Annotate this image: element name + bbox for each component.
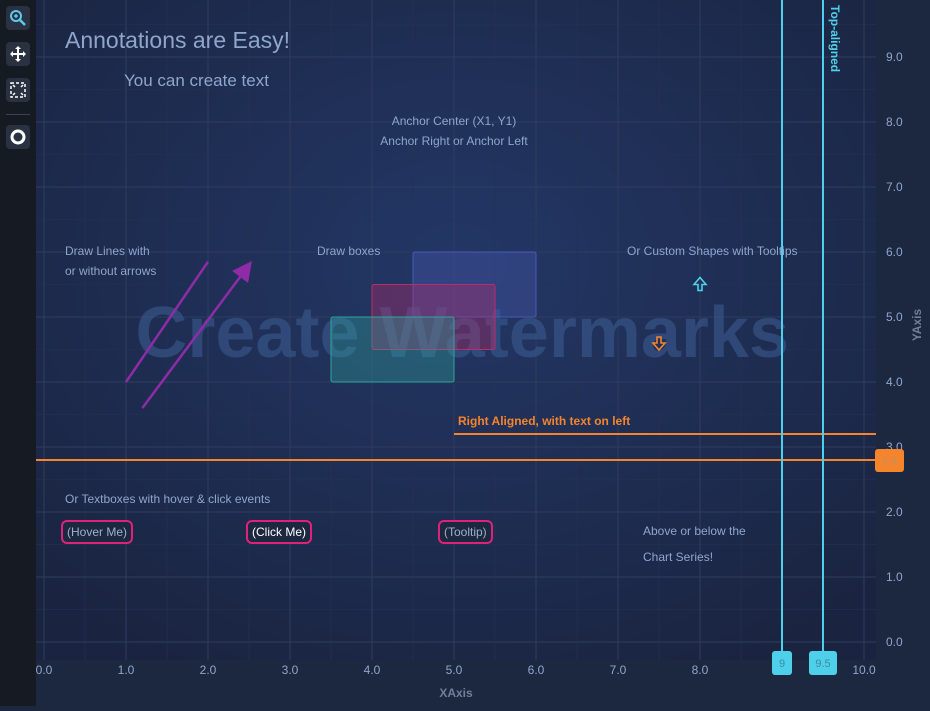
y-axis: 0.01.02.03.04.05.06.07.08.09.010.0 [886, 50, 903, 649]
chart-svg: Create Watermarks Annotations are Easy! … [36, 0, 924, 700]
watermark: Create Watermarks [135, 293, 789, 373]
toolbar [0, 0, 36, 706]
x-tick-label: 5.0 [446, 663, 463, 677]
y-tick-label: 8.0 [886, 115, 903, 129]
arrow-line-annotation [141, 260, 252, 409]
x-tick-label: 0.0 [36, 663, 53, 677]
x-tick-label: 4.0 [364, 663, 381, 677]
custom-shapes-text: Or Custom Shapes with Tooltips [627, 244, 798, 258]
chart-title: Annotations are Easy! [65, 27, 290, 53]
box-annotation [330, 316, 455, 383]
arrow-down-icon[interactable] [651, 336, 667, 352]
hover-me-textbox[interactable]: (Hover Me) [61, 520, 134, 544]
arrows-text: or without arrows [65, 264, 156, 278]
x-tick-label: 2.0 [200, 663, 217, 677]
y-tick-label: 6.0 [886, 245, 903, 259]
x-tick-label: 10.0 [852, 663, 876, 677]
x-tick-label: 7.0 [610, 663, 627, 677]
y-tick-label: 7.0 [886, 180, 903, 194]
x-tick-label: 3.0 [282, 663, 299, 677]
chart-plot: Create Watermarks Annotations are Easy! … [36, 0, 930, 706]
horizontal-line-value-badge-bg [875, 449, 904, 472]
vertical-line-9-badge-bg [772, 651, 792, 675]
anchor-right-left-text: Anchor Right or Anchor Left [380, 134, 528, 148]
textboxes-text: Or Textboxes with hover & click events [65, 492, 270, 506]
line-annotation [124, 261, 210, 383]
draw-boxes-text: Draw boxes [317, 244, 380, 258]
vertical-line-9-5-badge-bg [809, 651, 837, 675]
y-tick-label: 9.0 [886, 50, 903, 64]
x-tick-label: 8.0 [692, 663, 709, 677]
tooltip-textbox[interactable]: (Tooltip) [438, 520, 493, 544]
pan-icon[interactable] [6, 42, 30, 66]
x-tick-label: 1.0 [118, 663, 135, 677]
theme-icon[interactable] [6, 125, 30, 149]
arrow-up-icon[interactable] [692, 276, 708, 292]
y-tick-label: 1.0 [886, 570, 903, 584]
x-axis-title: XAxis [439, 686, 473, 700]
x-tick-label: 6.0 [528, 663, 545, 677]
chart-series-text: Chart Series! [643, 550, 713, 564]
x-axis: 0.01.02.03.04.05.06.07.08.09.010.0 [36, 663, 876, 677]
y-tick-label: 2.0 [886, 505, 903, 519]
y-axis-title: YAxis [910, 309, 924, 342]
anchor-center-text: Anchor Center (X1, Y1) [392, 114, 517, 128]
draw-lines-text: Draw Lines with [65, 244, 150, 258]
vertical-line-9-5-badge: 9.5 [815, 658, 830, 670]
right-aligned-label: Right Aligned, with text on left [458, 414, 630, 428]
y-tick-label: 5.0 [886, 310, 903, 324]
top-aligned-label: Top-aligned [828, 5, 842, 72]
y-tick-label: 4.0 [886, 375, 903, 389]
plot-background [36, 0, 876, 660]
y-tick-label: 0.0 [886, 635, 903, 649]
toolbar-separator [6, 114, 30, 115]
click-me-textbox[interactable]: (Click Me) [246, 520, 312, 544]
above-below-text: Above or below the [643, 524, 746, 538]
chart-subtitle: You can create text [124, 71, 269, 90]
horizontal-line-value-badge: 2.8 [882, 456, 897, 468]
zoom-extents-icon[interactable] [6, 78, 30, 102]
vertical-line-9-badge: 9 [779, 658, 785, 670]
zoom-icon[interactable] [6, 6, 30, 30]
